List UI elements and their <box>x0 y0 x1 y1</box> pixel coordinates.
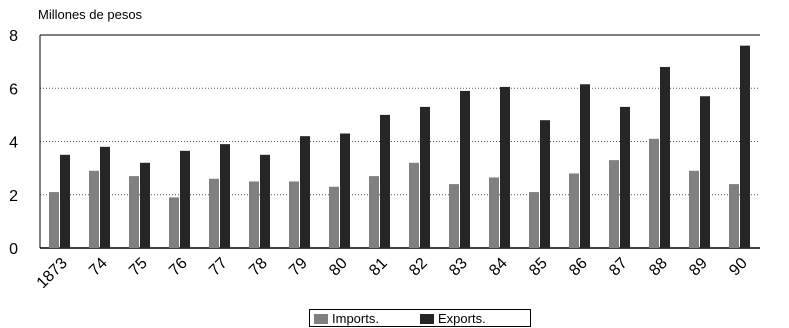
bar-exports <box>740 45 750 249</box>
bar-exports <box>380 114 390 248</box>
bar-exports <box>100 146 110 248</box>
bar-exports <box>500 86 510 248</box>
x-tick-label: 83 <box>446 255 471 280</box>
legend: Imports. Exports. <box>309 309 531 327</box>
bar-imports <box>609 160 619 248</box>
y-tick-label: 0 <box>9 241 18 258</box>
bar-imports <box>409 162 419 248</box>
bar-imports <box>209 178 219 248</box>
bar-imports <box>649 138 659 248</box>
x-tick-label: 74 <box>86 255 111 280</box>
x-tick-label: 85 <box>526 255 551 280</box>
bar-imports <box>249 181 259 248</box>
y-tick-label: 4 <box>9 135 18 152</box>
x-axis: 1873 74 75 76 77 78 79 80 81 82 83 84 85 86 87 88 89 90 <box>34 247 760 292</box>
bar-exports <box>260 154 270 248</box>
bar-imports <box>169 197 179 248</box>
y-tick-label: 8 <box>9 28 18 45</box>
x-tick-label: 79 <box>286 255 311 280</box>
bar-imports <box>369 176 379 248</box>
bar-exports <box>420 106 430 248</box>
bar-imports <box>729 184 739 248</box>
bar-exports <box>580 84 590 248</box>
x-tick-label: 78 <box>246 255 271 280</box>
x-tick-label: 80 <box>326 255 351 280</box>
legend-swatch-imports <box>314 313 328 324</box>
bar-imports <box>289 181 299 248</box>
bar-exports <box>620 106 630 248</box>
y-axis-unit-label: Millones de pesos <box>38 7 143 22</box>
x-tick-label: 88 <box>646 255 671 280</box>
y-axis: 0 2 4 6 8 <box>9 28 760 258</box>
legend-label-imports: Imports. <box>332 311 379 326</box>
bar-exports <box>340 133 350 248</box>
x-tick-label: 87 <box>606 255 631 280</box>
y-tick-label: 2 <box>9 188 18 205</box>
bar-imports <box>489 177 499 248</box>
legend-label-exports: Exports. <box>438 311 486 326</box>
x-tick-label: 86 <box>566 255 591 280</box>
bar-imports <box>529 192 539 248</box>
bar-exports <box>140 162 150 248</box>
bar-exports <box>540 120 550 248</box>
bar-exports <box>300 136 310 248</box>
bar-exports <box>660 66 670 248</box>
bar-imports <box>49 192 59 248</box>
bar-imports <box>689 170 699 248</box>
bar-imports <box>329 186 339 248</box>
bar-exports <box>60 154 70 248</box>
x-tick-label: 77 <box>206 255 231 280</box>
bar-imports <box>449 184 459 248</box>
legend-item-exports: Exports. <box>420 311 486 326</box>
legend-item-imports: Imports. <box>314 311 379 326</box>
x-tick-label: 89 <box>686 255 711 280</box>
x-tick-label: 81 <box>366 255 391 280</box>
x-tick-label: 75 <box>126 255 151 280</box>
x-tick-label: 1873 <box>34 255 71 292</box>
x-tick-label: 84 <box>486 255 511 280</box>
bar-exports <box>700 96 710 248</box>
bars <box>49 45 750 249</box>
bar-exports <box>180 150 190 248</box>
bar-imports <box>89 170 99 248</box>
bar-imports <box>129 176 139 248</box>
legend-swatch-exports <box>420 313 434 324</box>
x-tick-label: 82 <box>406 255 431 280</box>
bar-imports <box>569 173 579 248</box>
x-tick-label: 90 <box>726 255 751 280</box>
x-tick-label: 76 <box>166 255 191 280</box>
bar-exports <box>460 90 470 248</box>
bar-exports <box>220 144 230 248</box>
y-tick-label: 6 <box>9 81 18 98</box>
